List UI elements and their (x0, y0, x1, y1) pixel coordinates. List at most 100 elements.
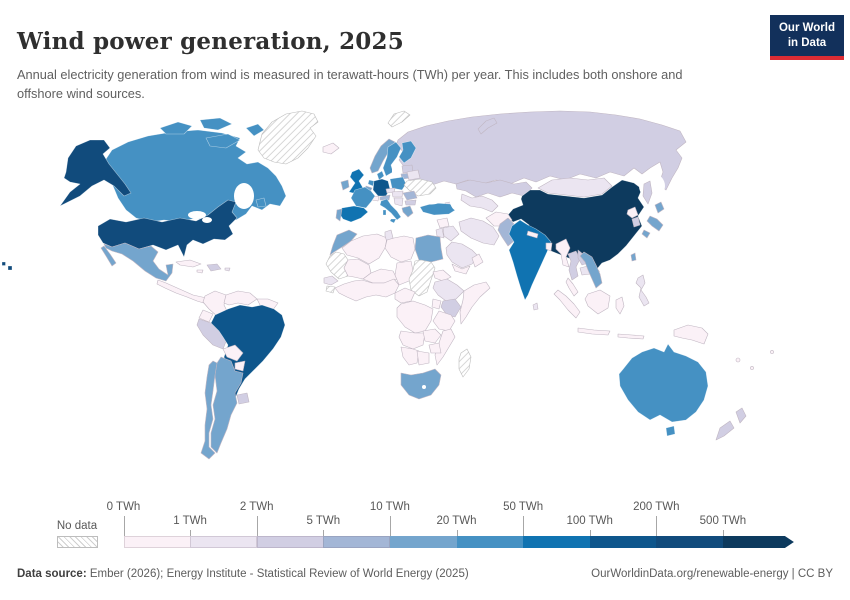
country-romania[interactable] (402, 190, 418, 201)
country-new-guinea[interactable] (673, 324, 709, 345)
country-uganda[interactable] (431, 298, 442, 310)
country-kazakhstan[interactable] (455, 179, 533, 198)
country-ecuador[interactable] (198, 309, 214, 323)
country-eritrea-djibouti[interactable] (432, 269, 452, 282)
country-uruguay[interactable] (236, 392, 250, 405)
country-cameroon-car[interactable] (394, 287, 416, 304)
country-germany[interactable] (372, 178, 391, 197)
country-central-asia[interactable] (460, 193, 499, 213)
country-novaya-zemlya[interactable] (477, 117, 498, 135)
country-sri-lanka[interactable] (532, 302, 539, 311)
country-borneo[interactable] (584, 289, 611, 315)
country-venezuela[interactable] (223, 290, 258, 306)
country-pacific-island[interactable] (735, 357, 741, 363)
country-kenya[interactable] (440, 298, 462, 318)
country-tasmania[interactable] (665, 425, 676, 437)
country-poland[interactable] (389, 176, 407, 191)
country-arctic-island[interactable] (245, 123, 265, 137)
legend-segment[interactable] (456, 536, 524, 548)
country-iraq[interactable] (442, 225, 460, 242)
country-mongolia[interactable] (537, 177, 613, 198)
country-sumatra[interactable] (553, 289, 581, 319)
legend-segment[interactable] (656, 536, 724, 548)
country-north-korea[interactable] (626, 206, 639, 219)
legend-segment[interactable] (323, 536, 391, 548)
country-java[interactable] (577, 327, 611, 336)
country-egypt[interactable] (414, 234, 444, 263)
country-drc[interactable] (396, 300, 434, 334)
country-mexico[interactable] (103, 242, 174, 282)
country-italy[interactable] (379, 198, 402, 221)
country-canada[interactable] (103, 129, 287, 223)
legend-segment[interactable] (589, 536, 657, 548)
country-netherlands[interactable] (367, 179, 375, 187)
country-iceland[interactable] (322, 142, 340, 155)
country-chile[interactable] (200, 360, 218, 460)
country-australia[interactable] (618, 343, 709, 423)
country-angola[interactable] (398, 330, 426, 350)
country-ethiopia[interactable] (432, 278, 465, 302)
country-greece[interactable] (401, 205, 414, 218)
country-hungary-slovakia[interactable] (391, 190, 404, 198)
country-greenland[interactable] (257, 110, 319, 165)
country-jordan-israel[interactable] (435, 227, 445, 239)
country-arctic-island[interactable] (199, 117, 233, 131)
country-guinea[interactable] (325, 285, 336, 294)
country-taiwan[interactable] (630, 252, 637, 262)
country-sweden[interactable] (382, 141, 402, 177)
country-madagascar[interactable] (458, 348, 472, 378)
country-yemen[interactable] (451, 263, 471, 275)
country-denmark[interactable] (376, 170, 385, 181)
country-malay-peninsula[interactable] (565, 277, 579, 297)
country-botswana[interactable] (416, 350, 430, 366)
country-sakhalin[interactable] (642, 180, 653, 205)
country-spain[interactable] (338, 205, 369, 223)
footer-link[interactable]: OurWorldinData.org/renewable-energy | CC… (591, 568, 833, 580)
country-western-sahara-mauritania[interactable] (325, 251, 349, 280)
country-ireland[interactable] (340, 179, 350, 191)
owid-logo[interactable]: Our World in Data (770, 15, 844, 60)
country-bulgaria[interactable] (404, 199, 417, 206)
country-china[interactable] (506, 179, 645, 274)
country-south-africa[interactable] (400, 368, 442, 400)
country-alaska[interactable] (59, 139, 132, 207)
country-lesser-sunda[interactable] (617, 333, 645, 340)
country-arctic-island[interactable] (205, 133, 241, 149)
country-india[interactable] (508, 219, 552, 301)
legend-segment[interactable] (256, 536, 324, 548)
country-sardinia[interactable] (382, 209, 387, 216)
country-thailand[interactable] (567, 250, 581, 281)
legend-segment[interactable] (190, 536, 258, 548)
country-zimbabwe[interactable] (428, 342, 442, 354)
country-svalbard[interactable] (387, 110, 411, 128)
country-hispaniola[interactable] (206, 263, 222, 272)
country-iran[interactable] (458, 217, 500, 246)
country-syria[interactable] (436, 217, 450, 229)
country-namibia[interactable] (400, 346, 420, 366)
country-balkans[interactable] (393, 197, 404, 207)
country-france[interactable] (350, 186, 376, 209)
country-puerto-rico[interactable] (224, 267, 231, 272)
country-new-zealand[interactable] (715, 420, 735, 441)
country-cuba[interactable] (175, 259, 202, 268)
country-japan[interactable] (641, 229, 651, 239)
country-sudan[interactable] (408, 259, 436, 297)
country-austria[interactable] (379, 194, 391, 201)
country-japan[interactable] (654, 201, 665, 214)
country-pacific-island[interactable] (770, 350, 774, 354)
country-brazil[interactable] (210, 304, 286, 400)
legend-segment[interactable] (389, 536, 457, 548)
legend-segment[interactable] (723, 536, 794, 548)
country-hawaii[interactable] (7, 265, 13, 271)
country-west-africa[interactable] (334, 278, 400, 302)
country-portugal[interactable] (335, 208, 343, 222)
country-sicily[interactable] (389, 218, 397, 224)
country-bolivia[interactable] (222, 344, 244, 362)
country-vietnam[interactable] (579, 251, 603, 289)
country-nepal[interactable] (526, 230, 539, 239)
country-sulawesi[interactable] (615, 296, 625, 315)
country-somalia[interactable] (459, 281, 491, 325)
country-zambia[interactable] (422, 328, 442, 344)
country-newfoundland[interactable] (255, 197, 267, 208)
country-saudi-arabia[interactable] (445, 241, 479, 269)
